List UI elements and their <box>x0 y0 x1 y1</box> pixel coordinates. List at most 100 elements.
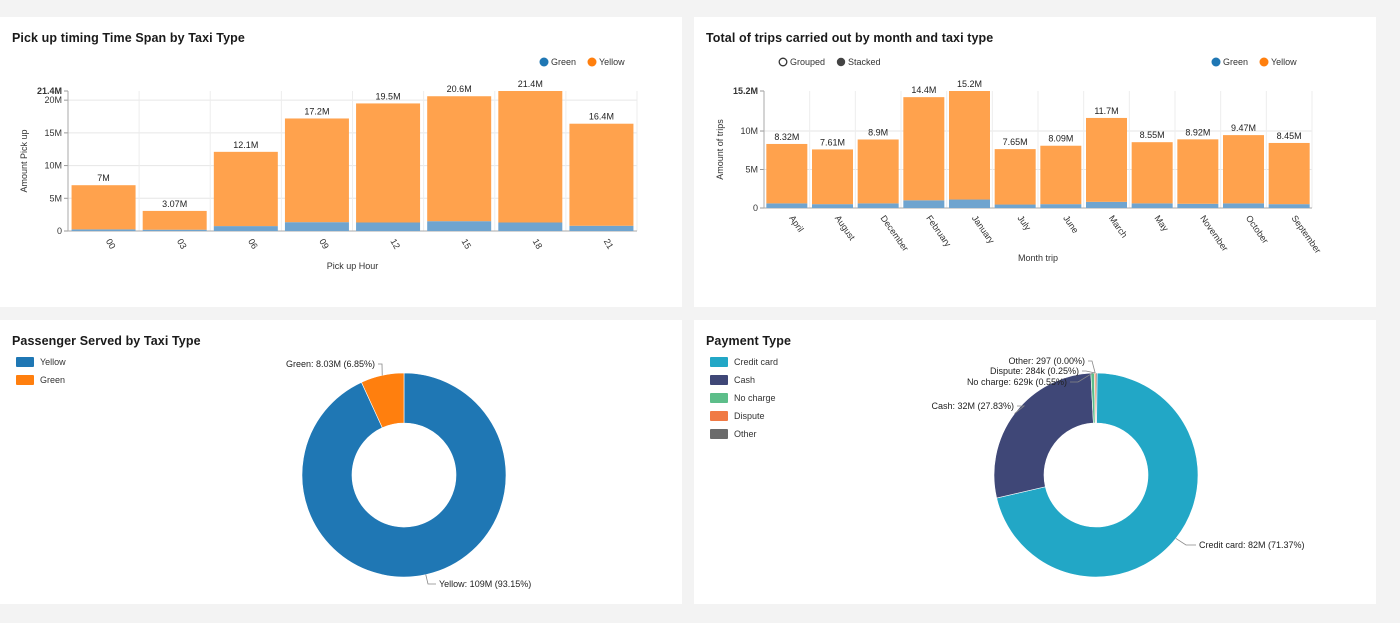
bar-green[interactable] <box>1131 203 1173 208</box>
legend-label-other: Other <box>734 429 757 439</box>
bar-yellow[interactable] <box>994 149 1036 205</box>
bar-total-label: 8.45M <box>1277 131 1302 141</box>
bar-yellow[interactable] <box>1223 135 1264 204</box>
stacked-radio[interactable] <box>836 57 846 67</box>
bar-green[interactable] <box>949 199 990 208</box>
bar-yellow[interactable] <box>766 143 808 204</box>
bar-green[interactable] <box>142 229 207 231</box>
x-tick-label: 09 <box>317 237 331 251</box>
bar-green[interactable] <box>356 222 421 231</box>
x-tick-label: April <box>787 213 806 233</box>
bar-yellow[interactable] <box>427 96 492 222</box>
payment-donut-chart: Credit card Cash No charge Dispute Other Cred… <box>710 356 1305 578</box>
leader-line <box>425 574 436 585</box>
bar-yellow[interactable] <box>1086 117 1127 202</box>
grouped-label: Grouped <box>790 57 825 67</box>
legend-swatch-no-charge[interactable] <box>710 393 728 403</box>
donut-slice-green[interactable] <box>361 372 405 429</box>
legend-swatch-dispute[interactable] <box>710 411 728 421</box>
bar-total-label: 7.65M <box>1003 137 1028 147</box>
bar-green[interactable] <box>284 222 349 231</box>
bar-total-label: 7.61M <box>820 137 845 147</box>
bar-yellow[interactable] <box>903 97 945 201</box>
bar-yellow[interactable] <box>498 91 563 223</box>
legend-dot-yellow[interactable] <box>587 57 597 67</box>
bar-yellow[interactable] <box>1177 139 1219 204</box>
bar-green[interactable] <box>1223 203 1264 208</box>
legend-dot-yellow[interactable] <box>1259 57 1269 67</box>
bar-yellow[interactable] <box>857 139 899 204</box>
x-tick-label: September <box>1290 213 1323 255</box>
passenger-chart-panel: Passenger Served by Taxi Type Yellow Gree… <box>0 320 682 604</box>
x-tick-label: May <box>1153 213 1171 233</box>
bar-green[interactable] <box>1086 201 1127 208</box>
stacked-label: Stacked <box>848 57 881 67</box>
bar-yellow[interactable] <box>142 210 207 230</box>
leader-line <box>1014 405 1026 414</box>
bar-yellow[interactable] <box>71 185 136 230</box>
y-axis-label: Amount Pick up <box>19 129 29 192</box>
legend-swatch-cash[interactable] <box>710 375 728 385</box>
bar-yellow[interactable] <box>1268 142 1310 205</box>
x-tick-label: 06 <box>246 237 260 251</box>
legend-swatch-green[interactable] <box>16 375 34 385</box>
bar-green[interactable] <box>766 203 808 208</box>
pickup-chart-panel: Pick up timing Time Span by Taxi Type 0 5… <box>0 17 682 307</box>
donut-slice-cash[interactable] <box>993 372 1094 499</box>
bar-yellow[interactable] <box>284 118 349 223</box>
x-axis-label: Pick up Hour <box>327 261 379 271</box>
bar-yellow[interactable] <box>569 123 634 226</box>
bar-yellow[interactable] <box>1040 145 1082 205</box>
legend-label-cash: Cash <box>734 375 755 385</box>
x-tick-label: February <box>924 213 953 249</box>
bar-yellow[interactable] <box>213 151 278 227</box>
bar-total-label: 14.4M <box>911 85 936 95</box>
bar-yellow[interactable] <box>949 91 990 200</box>
bar-yellow[interactable] <box>1131 142 1173 204</box>
bar-yellow[interactable] <box>812 149 853 205</box>
slice-label: Dispute: 284k (0.25%) <box>990 366 1079 376</box>
bar-green[interactable] <box>903 200 945 208</box>
leader-line <box>378 363 383 376</box>
legend-swatch-other[interactable] <box>710 429 728 439</box>
chart-title: Payment Type <box>706 334 792 348</box>
bar-green[interactable] <box>812 204 853 208</box>
bar-total-label: 8.09M <box>1048 134 1073 144</box>
bar-yellow[interactable] <box>356 103 421 223</box>
bar-total-label: 11.7M <box>1094 106 1118 116</box>
y-max-label: 21.4M <box>37 86 62 96</box>
bar-green[interactable] <box>427 221 492 231</box>
x-tick-label: October <box>1244 213 1271 245</box>
x-tick-label: January <box>970 213 997 245</box>
bar-total-label: 17.2M <box>304 106 329 116</box>
slice-label: Green: 8.03M (6.85%) <box>286 359 375 369</box>
donut-slice-credit-card[interactable] <box>996 372 1199 578</box>
legend-dot-green[interactable] <box>1211 57 1221 67</box>
leader-line <box>1175 538 1196 546</box>
legend-dot-green[interactable] <box>539 57 549 67</box>
donut-slice-yellow[interactable] <box>301 372 507 578</box>
bar-green[interactable] <box>1040 204 1082 208</box>
chart-title: Total of trips carried out by month and … <box>706 31 994 45</box>
bar-green[interactable] <box>1268 204 1310 208</box>
legend-label-green: Green <box>40 375 65 385</box>
bar-green[interactable] <box>994 204 1036 208</box>
bar-total-label: 19.5M <box>376 91 401 101</box>
legend-swatch-credit-card[interactable] <box>710 357 728 367</box>
y-tick-label: 15M <box>44 128 62 138</box>
bar-green[interactable] <box>569 225 634 231</box>
bar-green[interactable] <box>71 229 136 231</box>
chart-title: Pick up timing Time Span by Taxi Type <box>12 31 245 45</box>
legend-label-dispute: Dispute <box>734 411 765 421</box>
x-tick-label: December <box>879 213 911 253</box>
legend-swatch-yellow[interactable] <box>16 357 34 367</box>
bar-green[interactable] <box>857 203 899 208</box>
y-tick-label: 10M <box>44 161 62 171</box>
donut-slice-other[interactable] <box>1095 372 1098 424</box>
bar-green[interactable] <box>498 222 563 231</box>
bar-green[interactable] <box>1177 203 1219 208</box>
bar-total-label: 9.47M <box>1231 123 1256 133</box>
y-max-label: 15.2M <box>733 86 758 96</box>
grouped-radio[interactable] <box>778 57 788 67</box>
bar-green[interactable] <box>213 226 278 231</box>
